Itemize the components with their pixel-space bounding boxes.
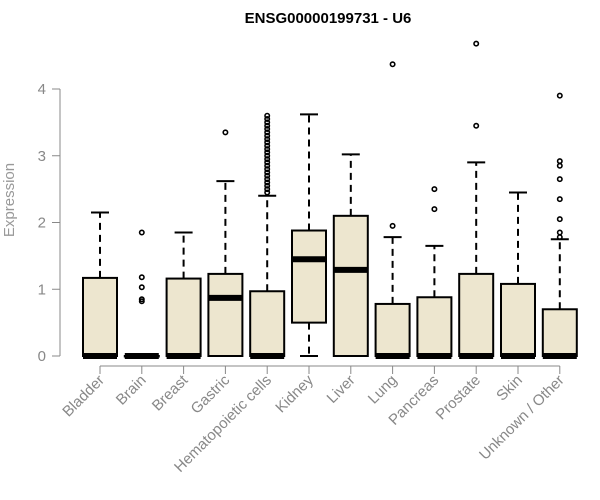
box-iqr xyxy=(458,272,495,357)
outlier-point xyxy=(556,216,563,223)
x-tick-label: Bladder xyxy=(59,372,108,421)
outlier-point xyxy=(556,229,563,236)
box-hematopoietic-cells xyxy=(249,112,286,359)
outlier-point xyxy=(264,186,271,193)
box-brain xyxy=(123,229,160,359)
outlier-point xyxy=(138,296,145,303)
outlier-point xyxy=(389,61,396,68)
outlier-point xyxy=(264,112,271,119)
x-tick-label: Breast xyxy=(149,371,192,414)
outlier-point xyxy=(264,119,271,126)
box-iqr xyxy=(374,302,411,357)
outlier-point xyxy=(264,159,271,166)
outlier-point xyxy=(264,189,271,196)
outlier-point xyxy=(264,132,271,139)
x-tick-label: Lung xyxy=(365,372,401,408)
box-liver xyxy=(332,153,369,357)
x-tick-label: Liver xyxy=(324,372,359,407)
outlier-point xyxy=(264,136,271,143)
x-tick-label: Kidney xyxy=(272,371,317,416)
y-tick-label: 2 xyxy=(38,215,46,232)
box-iqr xyxy=(165,277,202,358)
outlier-point xyxy=(556,162,563,169)
boxes-group xyxy=(82,40,578,359)
box-iqr xyxy=(249,290,286,357)
outlier-point xyxy=(264,166,271,173)
box-iqr xyxy=(82,276,118,357)
box-lung xyxy=(374,61,411,359)
outlier-point xyxy=(264,122,271,129)
y-tick-label: 3 xyxy=(38,148,46,165)
box-kidney xyxy=(291,113,327,357)
box-iqr xyxy=(332,214,369,357)
box-iqr xyxy=(416,296,453,358)
y-tick-label: 4 xyxy=(38,81,46,98)
outlier-point xyxy=(138,229,145,236)
outlier-point xyxy=(264,142,271,149)
box-unknown-other xyxy=(541,92,578,359)
box-prostate xyxy=(458,40,495,359)
y-axis-label: Expression xyxy=(1,163,18,237)
outlier-point xyxy=(264,129,271,136)
outlier-point xyxy=(264,149,271,156)
outlier-point xyxy=(473,40,480,47)
y-axis: 0 1 2 3 4 xyxy=(38,81,61,365)
box-gastric xyxy=(207,129,244,357)
x-tick-label: Skin xyxy=(493,372,526,405)
y-tick-label: 1 xyxy=(38,281,46,298)
outlier-point xyxy=(138,274,145,281)
outlier-point xyxy=(264,152,271,159)
outlier-point xyxy=(264,176,271,183)
box-iqr xyxy=(541,308,578,357)
y-tick-label: 0 xyxy=(38,348,46,365)
outlier-point xyxy=(264,172,271,179)
outlier-point xyxy=(556,176,563,183)
x-tick-label: Brain xyxy=(113,372,150,409)
outlier-point xyxy=(473,122,480,129)
outlier-point xyxy=(264,182,271,189)
outlier-point xyxy=(264,179,271,186)
chart-title: ENSG00000199731 - U6 xyxy=(245,10,412,27)
box-iqr xyxy=(500,282,536,357)
outlier-point xyxy=(264,139,271,146)
box-pancreas xyxy=(416,186,453,359)
outlier-point xyxy=(556,196,563,203)
box-skin xyxy=(500,191,536,359)
box-breast xyxy=(165,231,202,359)
outlier-point xyxy=(264,169,271,176)
outlier-point xyxy=(431,206,438,213)
x-tick-label: Prostate xyxy=(432,372,484,424)
outlier-point xyxy=(556,158,563,165)
outlier-point xyxy=(264,156,271,163)
outlier-point xyxy=(264,126,271,133)
outlier-point xyxy=(431,186,438,193)
outlier-point xyxy=(556,234,563,241)
outlier-point xyxy=(389,222,396,229)
box-iqr xyxy=(207,272,244,357)
outlier-point xyxy=(138,284,145,291)
box-iqr xyxy=(291,229,327,324)
box-bladder xyxy=(82,211,118,359)
outlier-point xyxy=(264,162,271,169)
outlier-point xyxy=(264,146,271,153)
outlier-point xyxy=(556,92,563,99)
outlier-point xyxy=(264,116,271,123)
outlier-point xyxy=(222,129,229,136)
